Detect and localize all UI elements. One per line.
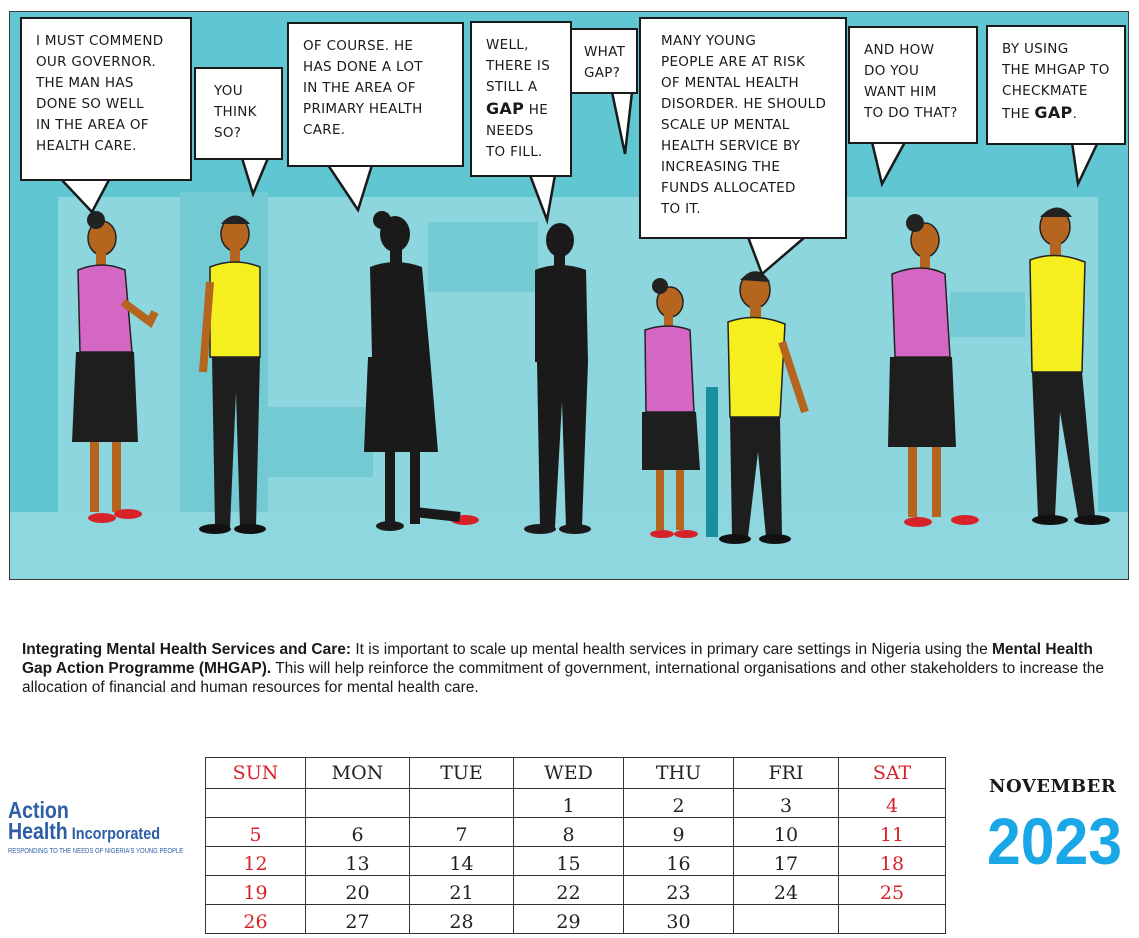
- speech-text: Many young people are at risk of mental …: [661, 33, 827, 217]
- calendar-day-cell: 7: [409, 817, 514, 847]
- speech-text: And how do you want him to do that?: [864, 42, 958, 121]
- calendar-day-cell: 21: [409, 875, 514, 905]
- comic-figures: [72, 207, 1110, 544]
- calendar-grid: SUN MON TUE WED THU FRI SAT 1 2 3 4 5 6 7 8 9 10 1…: [205, 757, 946, 934]
- calendar-header-row: SUN MON TUE WED THU FRI SAT: [205, 757, 946, 789]
- calendar-day-cell: 6: [305, 817, 410, 847]
- caption-text: It is important to scale up mental healt…: [351, 641, 993, 658]
- calendar-month: NOVEMBER: [989, 776, 1117, 797]
- calendar-day-cell: 20: [305, 875, 410, 905]
- logo-health: Health: [8, 818, 68, 844]
- speech-text: You think so?: [214, 83, 257, 141]
- woman-speaker-2: [642, 278, 700, 538]
- calendar-day-cell: 24: [733, 875, 839, 905]
- calendar-day-cell: [409, 788, 514, 818]
- speech-text: What gap?: [584, 44, 626, 81]
- background-block: [258, 407, 373, 477]
- speech-bubble-tails: [59, 91, 1100, 277]
- calendar-day-cell: [305, 788, 410, 818]
- day-header: THU: [623, 757, 734, 789]
- calendar-day-cell: 18: [838, 846, 946, 876]
- day-header: TUE: [409, 757, 514, 789]
- calendar-day-cell: 9: [623, 817, 734, 847]
- calendar-day-cell: 26: [205, 904, 306, 934]
- calendar-day-cell: 3: [733, 788, 839, 818]
- calendar-day-cell: 30: [623, 904, 734, 934]
- speech-text: Well, there is still a: [486, 37, 551, 95]
- speech-bubble-5: What gap?: [570, 28, 638, 94]
- calendar-day-cell: 27: [305, 904, 410, 934]
- speech-text: he: [528, 102, 549, 118]
- speech-bubble-2: You think so?: [194, 67, 283, 160]
- man-speaker: [719, 271, 809, 544]
- logo-tagline: RESPONDING TO THE NEEDS OF NIGERIA'S YOU…: [8, 848, 184, 855]
- calendar-day-cell: 4: [838, 788, 946, 818]
- calendar-week-row: 5 6 7 8 9 10 11: [205, 817, 946, 847]
- calendar-day-cell: 13: [305, 846, 410, 876]
- calendar-day-cell: 8: [513, 817, 624, 847]
- speech-text: Of course. He has done a lot in the area…: [303, 38, 423, 138]
- speech-bubble-6: Many young people are at risk of mental …: [639, 17, 847, 239]
- caption-text: This will help reinforce the commitment …: [22, 660, 1105, 696]
- woman-speaker-1: [72, 211, 159, 523]
- speech-bubble-8: By using the MHGAP to checkmate the GAP.: [986, 25, 1126, 145]
- speech-text: .: [1072, 106, 1078, 122]
- speech-text: I must commend our governor. The man has…: [36, 33, 164, 154]
- calendar-day-cell: 15: [513, 846, 624, 876]
- man-listener-1: [199, 215, 266, 534]
- gap-word: GAP: [1034, 103, 1073, 122]
- speech-bubble-1: I must commend our governor. The man has…: [20, 17, 192, 181]
- logo-incorporated: Incorporated: [67, 824, 161, 843]
- calendar-day-cell: 22: [513, 875, 624, 905]
- calendar-year: 2023: [987, 804, 1123, 878]
- day-header: SAT: [838, 757, 946, 789]
- logo-line-1: Action: [8, 797, 69, 823]
- action-health-logo: Action Health Incorporated RESPONDING TO…: [8, 797, 188, 856]
- woman-speaker-3: [888, 214, 979, 527]
- calendar-day-cell: 14: [409, 846, 514, 876]
- day-header: WED: [513, 757, 624, 789]
- calendar-day-cell: 1: [513, 788, 624, 818]
- background-block: [428, 222, 538, 292]
- calendar-day-cell: 23: [623, 875, 734, 905]
- calendar-day-cell: 19: [205, 875, 306, 905]
- logo-line-2: Health Incorporated: [8, 820, 161, 845]
- caption-title: Integrating Mental Health Services and C…: [22, 641, 352, 658]
- calendar-day-cell: [205, 788, 306, 818]
- calendar-day-cell: 25: [838, 875, 946, 905]
- calendar-day-cell: 10: [733, 817, 839, 847]
- speech-text: needs to fill.: [486, 123, 543, 160]
- calendar-day-cell: 5: [205, 817, 306, 847]
- calendar-day-cell: 17: [733, 846, 839, 876]
- silhouette-woman: [364, 211, 479, 531]
- calendar-week-row: 26 27 28 29 30: [205, 904, 946, 934]
- day-header: MON: [305, 757, 410, 789]
- gap-word: GAP: [486, 99, 525, 118]
- day-header: FRI: [733, 757, 839, 789]
- day-header: SUN: [205, 757, 306, 789]
- background-pole: [706, 387, 718, 537]
- silhouette-man: [524, 223, 591, 534]
- calendar-day-cell: [838, 904, 946, 934]
- comic-panel: I must commend our governor. The man has…: [9, 11, 1129, 580]
- man-listener-2: [1029, 207, 1110, 525]
- calendar-day-cell: 11: [838, 817, 946, 847]
- caption-program: Mental Health Gap Action Programme (MHGA…: [22, 641, 1093, 677]
- speech-bubble-3: Of course. He has done a lot in the area…: [287, 22, 464, 167]
- calendar-day-cell: 28: [409, 904, 514, 934]
- calendar-week-row: 12 13 14 15 16 17 18: [205, 846, 946, 876]
- calendar-day-cell: 16: [623, 846, 734, 876]
- calendar-day-cell: 29: [513, 904, 624, 934]
- speech-text: By using the MHGAP to checkmate the: [1002, 41, 1110, 122]
- speech-bubble-7: And how do you want him to do that?: [848, 26, 978, 144]
- background-block: [950, 292, 1025, 337]
- caption: Integrating Mental Health Services and C…: [22, 640, 1122, 697]
- calendar-day-cell: [733, 904, 839, 934]
- speech-bubble-4: Well, there is still a GAP he needs to f…: [470, 21, 572, 177]
- calendar-day-cell: 2: [623, 788, 734, 818]
- calendar-week-row: 19 20 21 22 23 24 25: [205, 875, 946, 905]
- calendar-day-cell: 12: [205, 846, 306, 876]
